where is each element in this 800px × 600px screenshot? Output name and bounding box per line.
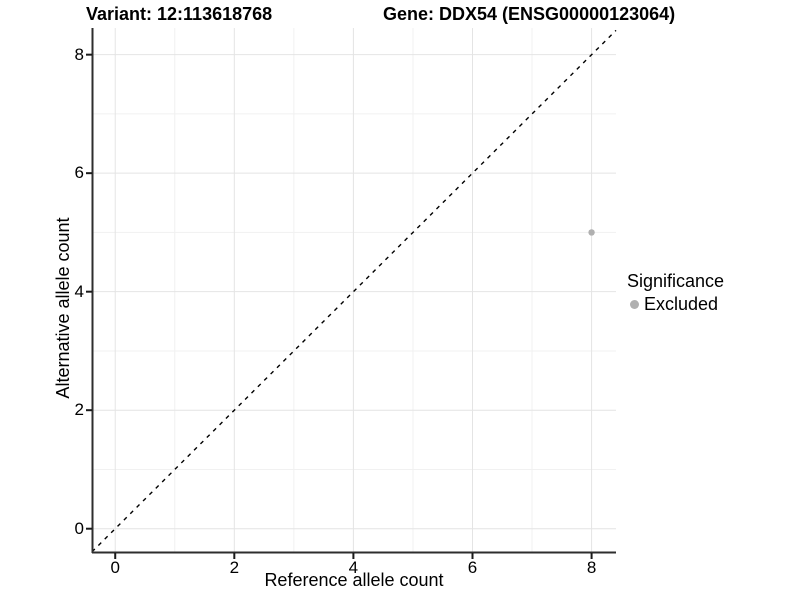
x-tick-label: 6 xyxy=(467,558,478,577)
y-tick-label: 0 xyxy=(74,518,84,538)
y-tick-label: 2 xyxy=(74,400,84,420)
plot-area-svg xyxy=(86,28,617,559)
x-tick-label: 0 xyxy=(110,558,120,577)
gene-title: Gene: DDX54 (ENSG00000123064) xyxy=(383,4,676,24)
variant-title: Variant: 12:113618768 xyxy=(86,4,273,24)
plot-panel xyxy=(86,28,617,559)
x-axis-title: Reference allele count xyxy=(264,570,444,590)
identity-dashed-line xyxy=(91,29,617,553)
y-tick-label: 8 xyxy=(74,44,84,64)
legend: Significance Excluded xyxy=(627,271,799,315)
legend-point-icon xyxy=(630,300,639,309)
x-tick-label: 8 xyxy=(586,558,597,577)
y-tick-label: 6 xyxy=(74,163,84,183)
data-point xyxy=(588,229,595,236)
y-tick-label: 4 xyxy=(74,281,84,301)
legend-item-excluded: Excluded xyxy=(627,294,799,315)
legend-item-label: Excluded xyxy=(644,294,719,314)
x-tick-label: 2 xyxy=(229,558,240,577)
legend-title: Significance xyxy=(627,271,725,291)
x-tick-label: 4 xyxy=(348,558,359,577)
